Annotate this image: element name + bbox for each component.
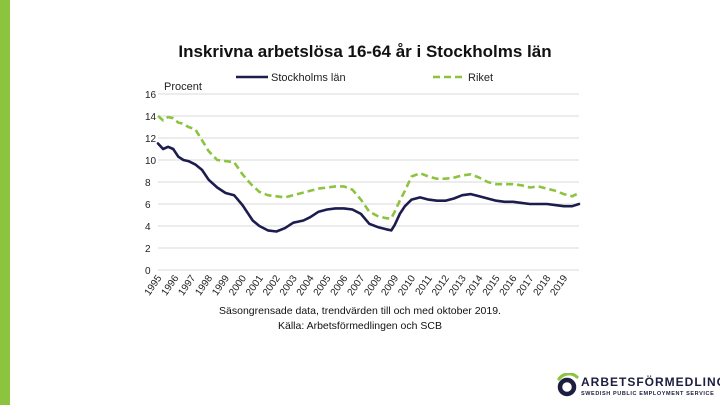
y-tick-label: 10: [145, 156, 157, 167]
x-tick-label: 2007: [346, 273, 368, 298]
x-tick-label: 2001: [244, 273, 266, 298]
arbetsformedlingen-logo-icon: [557, 372, 579, 397]
y-axis-label: Procent: [164, 81, 202, 93]
chart-title: Inskrivna arbetslösa 16-64 år i Stockhol…: [178, 42, 552, 61]
left-accent-bar: [0, 0, 10, 405]
y-tick-label: 8: [145, 178, 151, 189]
legend-label-stockholms-lan: Stockholms län: [271, 72, 346, 84]
y-tick-label: 16: [145, 90, 157, 101]
chart-note: Säsongrensade data, trendvärden till och…: [219, 305, 501, 317]
y-tick-label: 2: [145, 244, 151, 255]
x-tick-label: 2005: [312, 273, 334, 298]
y-tick-label: 12: [145, 134, 157, 145]
x-tick-label: 2018: [532, 273, 554, 298]
x-tick-label: 1998: [193, 273, 215, 298]
brand-name: ARBETSFÖRMEDLINGEN: [581, 375, 720, 389]
x-tick-label: 2014: [464, 273, 486, 298]
x-tick-label: 2003: [278, 273, 300, 298]
x-tick-label: 2009: [379, 273, 401, 298]
x-tick-label: 2015: [481, 273, 503, 298]
x-tick-label: 2004: [295, 273, 317, 298]
y-tick-label: 4: [145, 222, 151, 233]
x-tick-label: 2016: [498, 273, 520, 298]
y-tick-label: 0: [145, 266, 151, 277]
x-tick-label: 2006: [329, 273, 351, 298]
chart-source: Källa: Arbetsförmedlingen och SCB: [277, 320, 442, 332]
series-line-stockholms-lan: [156, 142, 581, 233]
brand-tagline: SWEDISH PUBLIC EMPLOYMENT SERVICE: [581, 391, 715, 397]
x-tick-label: 1997: [176, 273, 198, 298]
x-tick-label: 1999: [210, 273, 232, 298]
y-tick-label: 14: [145, 112, 157, 123]
x-tick-label: 2012: [430, 273, 452, 298]
x-tick-label: 2002: [261, 273, 283, 298]
y-tick-label: 6: [145, 200, 151, 211]
series-line-riket: [157, 115, 580, 220]
x-tick-label: 2013: [447, 273, 469, 298]
x-tick-label: 2000: [227, 273, 249, 298]
x-tick-label: 1996: [160, 273, 182, 298]
x-tick-label: 2019: [548, 273, 570, 298]
legend-label-riket: Riket: [468, 72, 493, 84]
x-tick-label: 2010: [396, 273, 418, 298]
x-tick-label: 2017: [515, 273, 537, 298]
brand-logo: ARBETSFÖRMEDLINGEN SWEDISH PUBLIC EMPLOY…: [555, 372, 720, 403]
x-tick-label: 2008: [362, 273, 384, 298]
